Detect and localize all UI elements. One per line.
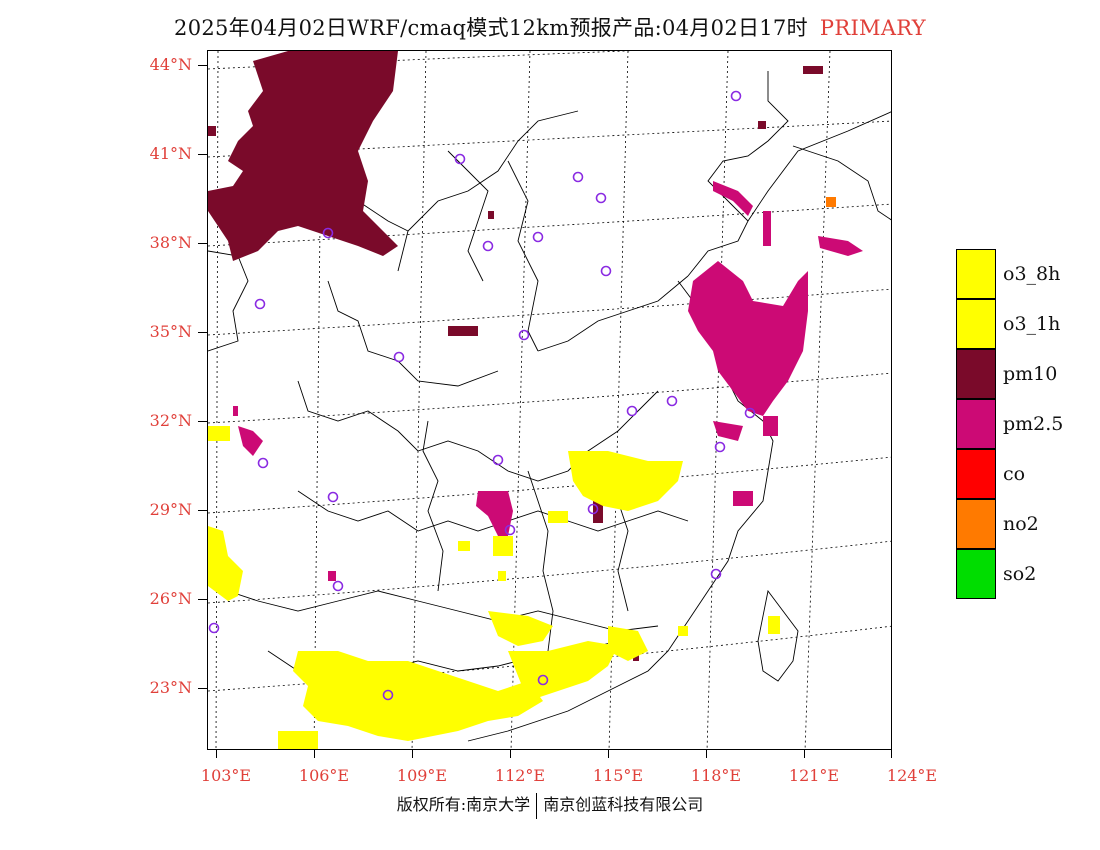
legend-swatch [956, 349, 996, 399]
lon-tick [510, 750, 511, 758]
lat-tick [198, 510, 207, 511]
lon-label-118: 118°E [690, 766, 742, 785]
lat-tick [198, 154, 207, 155]
forecast-map [207, 50, 892, 750]
o3-areas [208, 426, 780, 749]
legend-swatch [956, 249, 996, 299]
lat-label-38: 38°N [149, 233, 192, 252]
lat-label-44: 44°N [149, 55, 192, 74]
legend-label: o3_1h [1003, 313, 1061, 335]
station-markers [208, 90, 756, 701]
copyright-left: 版权所有:南京大学 [396, 795, 531, 814]
legend-label: co [1003, 463, 1026, 485]
lat-tick [198, 65, 207, 66]
lat-label-23: 23°N [149, 678, 192, 697]
title-tag: PRIMARY [819, 16, 926, 40]
lat-label-41: 41°N [149, 144, 192, 163]
copyright-line: 版权所有:南京大学 南京创蓝科技有限公司 [0, 791, 1100, 819]
lon-tick [706, 750, 707, 758]
legend-swatch [956, 299, 996, 349]
lon-tick [412, 750, 413, 758]
lon-label-109: 109°E [396, 766, 448, 785]
legend-label: pm2.5 [1003, 413, 1064, 435]
legend-swatch [956, 549, 996, 599]
graticule [208, 51, 891, 749]
lon-label-103: 103°E [200, 766, 252, 785]
legend-swatch [956, 499, 996, 549]
lat-tick [198, 243, 207, 244]
lon-tick [314, 750, 315, 758]
lat-tick [198, 421, 207, 422]
lat-tick [198, 332, 207, 333]
lat-tick [198, 599, 207, 600]
copyright-right: 南京创蓝科技有限公司 [543, 795, 704, 814]
legend-label: o3_8h [1003, 263, 1061, 285]
legend-swatch [956, 399, 996, 449]
lat-label-29: 29°N [149, 500, 192, 519]
lon-label-115: 115°E [592, 766, 644, 785]
lat-label-35: 35°N [149, 322, 192, 341]
lon-label-121: 121°E [788, 766, 840, 785]
copyright-separator [536, 792, 538, 819]
lat-label-26: 26°N [149, 589, 192, 608]
no2-area [826, 197, 836, 207]
lon-tick [891, 750, 892, 758]
legend-label: pm10 [1003, 363, 1058, 385]
lon-label-106: 106°E [298, 766, 350, 785]
lon-label-124: 124°E [886, 766, 938, 785]
legend-label: so2 [1003, 563, 1037, 585]
legend-swatch [956, 449, 996, 499]
title-text: 2025年04月02日WRF/cmaq模式12km预报产品:04月02日17时 [174, 16, 808, 40]
lon-tick [608, 750, 609, 758]
map-canvas [208, 51, 891, 749]
map-title: 2025年04月02日WRF/cmaq模式12km预报产品:04月02日17时 P… [0, 12, 1100, 42]
lon-tick [804, 750, 805, 758]
lon-tick [216, 750, 217, 758]
legend-label: no2 [1003, 513, 1039, 535]
lat-tick [198, 688, 207, 689]
pm25-areas [233, 181, 863, 581]
lon-label-112: 112°E [494, 766, 546, 785]
lat-label-32: 32°N [149, 411, 192, 430]
